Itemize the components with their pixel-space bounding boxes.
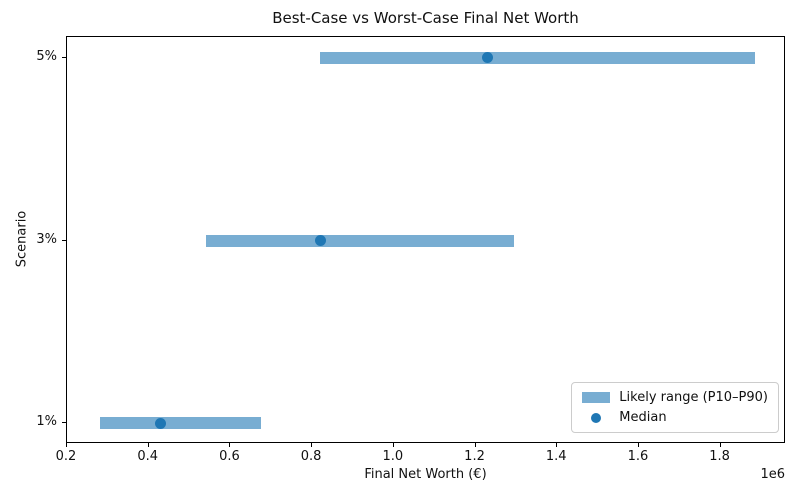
median-dot-icon bbox=[591, 412, 602, 423]
x-tick bbox=[147, 443, 149, 447]
axis-offset-label: 1e6 bbox=[760, 467, 785, 482]
range-bar bbox=[205, 234, 515, 247]
legend: Likely range (P10–P90) Median bbox=[571, 382, 779, 433]
median-dot bbox=[482, 52, 494, 64]
median-dot bbox=[314, 235, 326, 246]
x-tick-label: 1.4 bbox=[545, 449, 567, 464]
range-swatch-icon bbox=[582, 392, 611, 403]
x-tick-label: 1.0 bbox=[382, 449, 404, 464]
chart-title: Best-Case vs Worst-Case Final Net Worth bbox=[272, 9, 579, 27]
x-tick bbox=[229, 443, 231, 447]
y-tick-label: 5% bbox=[36, 48, 57, 64]
x-tick bbox=[637, 443, 639, 447]
y-tick bbox=[62, 239, 66, 241]
y-tick-label: 1% bbox=[36, 414, 57, 429]
x-axis-label: Final Net Worth (€) bbox=[364, 467, 487, 482]
legend-item: Likely range (P10–P90) bbox=[582, 390, 768, 405]
x-tick bbox=[474, 443, 476, 447]
legend-median-dot-icon bbox=[582, 412, 610, 423]
range-bar bbox=[320, 51, 756, 64]
x-tick-label: 0.6 bbox=[219, 449, 240, 464]
legend-item-label: Median bbox=[619, 410, 667, 425]
x-tick bbox=[719, 443, 721, 447]
x-tick-label: 1.6 bbox=[627, 449, 649, 464]
x-tick-label: 1.8 bbox=[709, 449, 730, 464]
legend-item: Median bbox=[582, 410, 768, 425]
x-tick-label: 0.8 bbox=[300, 449, 322, 464]
median-dot bbox=[155, 417, 167, 429]
range-bar bbox=[99, 417, 262, 429]
y-tick bbox=[62, 56, 66, 58]
x-tick bbox=[556, 443, 558, 447]
x-tick-label: 1.2 bbox=[464, 449, 485, 464]
x-tick bbox=[311, 443, 313, 447]
legend-item-label: Likely range (P10–P90) bbox=[619, 390, 768, 405]
x-tick-label: 0.2 bbox=[55, 449, 77, 464]
legend-range-swatch bbox=[582, 392, 611, 403]
plot-area: Likely range (P10–P90) Median bbox=[66, 36, 785, 443]
x-tick bbox=[392, 443, 394, 447]
x-tick bbox=[66, 443, 67, 447]
y-tick-label: 3% bbox=[36, 231, 57, 247]
x-tick-label: 0.4 bbox=[137, 449, 159, 464]
y-tick bbox=[62, 422, 66, 423]
